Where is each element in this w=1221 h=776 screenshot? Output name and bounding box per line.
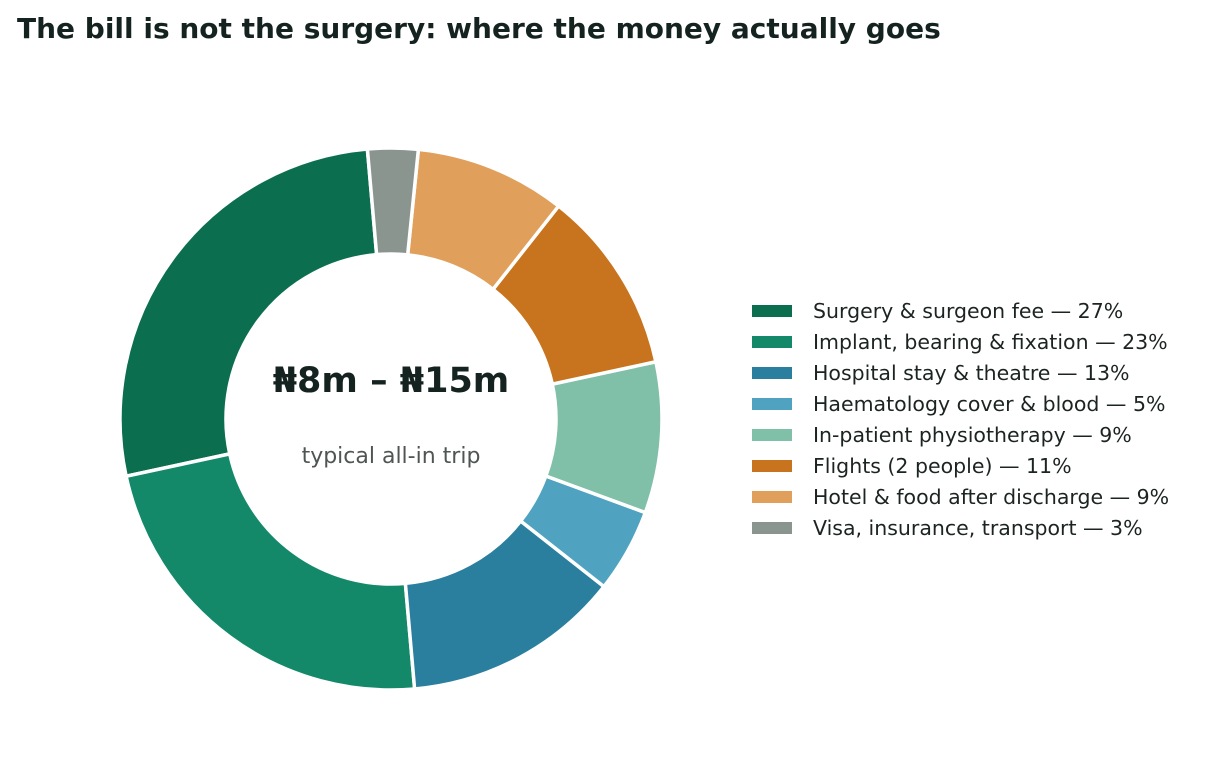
legend-swatch	[752, 428, 792, 441]
legend-swatch	[752, 366, 792, 379]
legend-label: Haematology cover & blood — 5%	[813, 391, 1166, 416]
legend-item: Flights (2 people) — 11%	[752, 450, 1169, 481]
legend-item: Surgery & surgeon fee — 27%	[752, 295, 1169, 326]
legend-label: Flights (2 people) — 11%	[813, 453, 1072, 478]
legend-item: In-patient physiotherapy — 9%	[752, 419, 1169, 450]
legend: Surgery & surgeon fee — 27% Implant, bear…	[752, 295, 1169, 543]
legend-label: Hospital stay & theatre — 13%	[813, 360, 1130, 385]
legend-label: Surgery & surgeon fee — 27%	[813, 298, 1124, 323]
legend-label: Visa, insurance, transport — 3%	[813, 515, 1143, 540]
center-caption: typical all-in trip	[302, 444, 481, 469]
legend-swatch	[752, 521, 792, 534]
legend-item: Hospital stay & theatre — 13%	[752, 357, 1169, 388]
legend-label: Implant, bearing & fixation — 23%	[813, 329, 1168, 354]
donut-slice	[124, 451, 417, 692]
center-value: ₦8m – ₦15m	[273, 361, 510, 401]
legend-swatch	[752, 459, 792, 472]
donut-slice	[365, 146, 421, 257]
legend-item: Visa, insurance, transport — 3%	[752, 512, 1169, 543]
donut-slice	[118, 147, 379, 479]
legend-item: Haematology cover & blood — 5%	[752, 388, 1169, 419]
legend-label: In-patient physiotherapy — 9%	[813, 422, 1132, 447]
legend-swatch	[752, 335, 792, 348]
legend-swatch	[752, 304, 792, 317]
donut-slices	[118, 146, 664, 692]
legend-swatch	[752, 397, 792, 410]
legend-swatch	[752, 490, 792, 503]
legend-label: Hotel & food after discharge — 9%	[813, 484, 1170, 509]
chart-title: The bill is not the surgery: where the m…	[17, 12, 941, 45]
legend-item: Hotel & food after discharge — 9%	[752, 481, 1169, 512]
legend-item: Implant, bearing & fixation — 23%	[752, 326, 1169, 357]
